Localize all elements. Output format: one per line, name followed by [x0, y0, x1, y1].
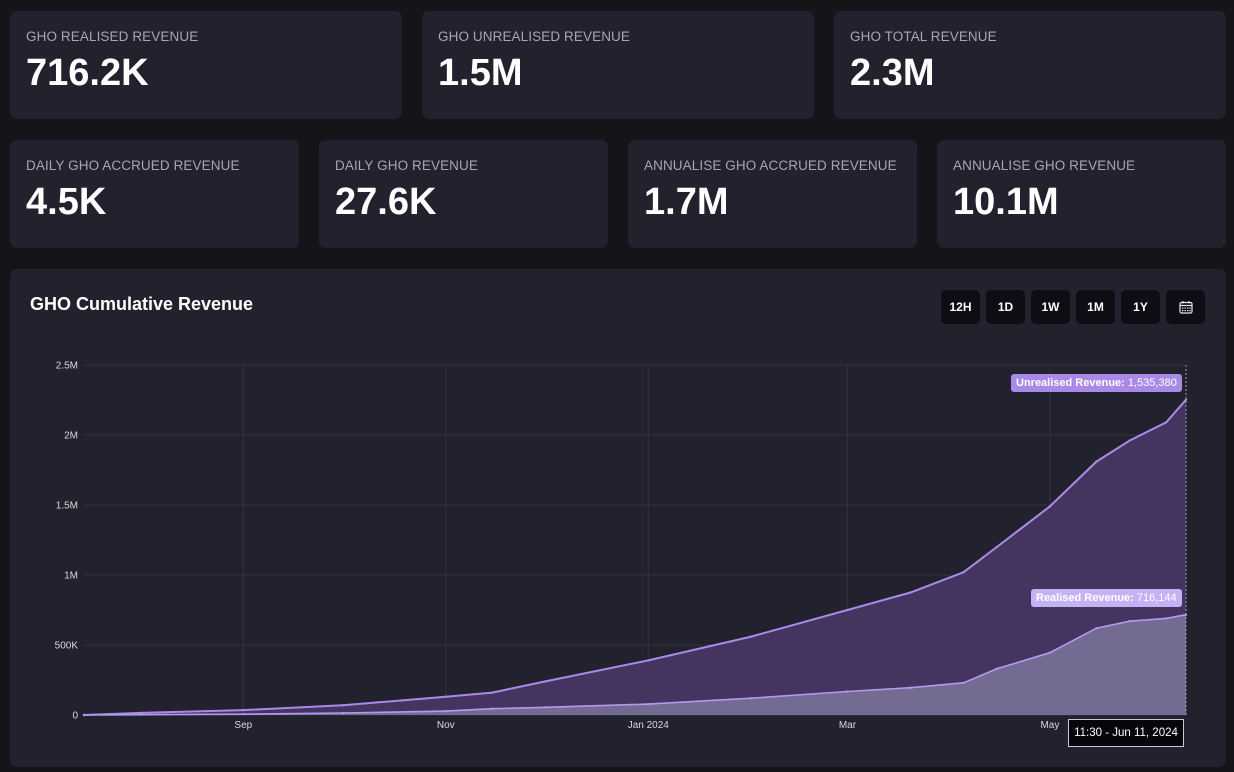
realised-point [82, 713, 86, 717]
unrealised-revenue-line [83, 399, 1187, 716]
stat-value: 10.1M [953, 181, 1059, 223]
range-button-1d[interactable]: 1D [986, 290, 1025, 324]
stat-label: ANNUALISE GHO REVENUE [953, 158, 1136, 173]
unrealised-point [909, 591, 912, 594]
realised-point [491, 707, 494, 710]
stat-label: DAILY GHO ACCRUED REVENUE [26, 158, 240, 173]
stat-card-annualise-revenue: ANNUALISE GHO REVENUE 10.1M [937, 140, 1226, 248]
tooltip-label: Unrealised Revenue: [1016, 376, 1125, 389]
unrealised-point [1048, 505, 1052, 508]
range-button-1m[interactable]: 1M [1076, 290, 1115, 324]
x-tick-label: May [1040, 720, 1059, 731]
x-tick-label: Sep [234, 720, 252, 731]
unrealised-point [544, 680, 547, 683]
stat-value: 1.5M [438, 52, 523, 94]
realised-point [1128, 620, 1131, 623]
y-axis: 0 500K 1M 1.5M 2M 2.5M [55, 361, 79, 722]
x-tick-label: Nov [437, 720, 455, 731]
calendar-icon [1178, 301, 1193, 314]
realised-revenue-line [83, 613, 1187, 716]
unrealised-point [139, 711, 142, 715]
unrealised-revenue-tooltip: Unrealised Revenue: 1,535,380 [1011, 373, 1182, 392]
range-button-1w[interactable]: 1W [1031, 290, 1070, 324]
stat-card-realised-revenue: GHO REALISED REVENUE 716.2K [10, 11, 402, 119]
x-axis: Sep Nov Jan 2024 Mar May [234, 720, 1059, 731]
stat-label: GHO TOTAL REVENUE [850, 29, 997, 44]
x-tick-label: Jan 2024 [628, 720, 670, 731]
realised-point [544, 706, 547, 709]
unrealised-point [444, 695, 448, 698]
realised-point [444, 709, 448, 713]
unrealised-point [1164, 421, 1168, 424]
stat-value: 1.7M [644, 181, 729, 223]
stat-label: GHO REALISED REVENUE [26, 29, 199, 44]
unrealised-point [491, 691, 494, 694]
realised-point [909, 686, 912, 689]
stat-card-daily-revenue: DAILY GHO REVENUE 27.6K [319, 140, 608, 248]
unrealised-point [242, 708, 245, 712]
stat-card-daily-accrued-revenue: DAILY GHO ACCRUED REVENUE 4.5K [10, 140, 299, 248]
realised-revenue-tooltip: Realised Revenue: 716,144 [1031, 588, 1182, 607]
time-range-selector: 12H 1D 1W 1M 1Y [941, 290, 1205, 324]
y-tick-label: 2.5M [56, 361, 78, 372]
unrealised-revenue-area [84, 399, 1186, 715]
realised-point [749, 697, 753, 700]
stat-label: GHO UNREALISED REVENUE [438, 29, 630, 44]
stat-card-total-revenue: GHO TOTAL REVENUE 2.3M [834, 11, 1226, 119]
stat-label: DAILY GHO REVENUE [335, 158, 478, 173]
y-tick-label: 1M [64, 571, 78, 582]
chart-areas [82, 398, 1188, 717]
tooltip-value: 716,144 [1136, 591, 1177, 604]
y-tick-label: 1.5M [56, 501, 78, 512]
realised-point [139, 713, 142, 716]
stat-value: 4.5K [26, 181, 107, 223]
realised-point [995, 667, 999, 670]
stat-label: ANNUALISE GHO ACCRUED REVENUE [644, 158, 897, 173]
unrealised-point [1128, 439, 1131, 442]
y-tick-label: 500K [55, 641, 79, 652]
stat-value: 27.6K [335, 181, 437, 223]
stat-value: 716.2K [26, 52, 149, 94]
realised-point [647, 702, 650, 706]
realised-point [1095, 627, 1098, 630]
realised-point [1048, 651, 1052, 654]
unrealised-point [647, 659, 650, 662]
tooltip-label: Realised Revenue: [1036, 591, 1134, 604]
realised-revenue-area [84, 614, 1186, 715]
y-tick-label: 2M [64, 431, 78, 442]
y-tick-label: 0 [72, 711, 78, 722]
unrealised-point [1184, 398, 1188, 401]
range-button-12h[interactable]: 12H [941, 290, 980, 324]
stat-card-unrealised-revenue: GHO UNREALISED REVENUE 1.5M [422, 11, 814, 119]
time-tooltip: 11:30 - Jun 11, 2024 [1068, 719, 1184, 747]
unrealised-point [341, 704, 345, 707]
unrealised-point [846, 608, 849, 612]
range-button-1y[interactable]: 1Y [1121, 290, 1160, 324]
unrealised-point [1095, 460, 1098, 463]
tooltip-value: 1,535,380 [1127, 376, 1177, 389]
calendar-button[interactable] [1166, 290, 1205, 324]
realised-point [341, 711, 345, 715]
x-tick-label: Mar [839, 720, 857, 731]
panel-title: GHO Cumulative Revenue [30, 294, 254, 314]
stat-card-annualise-accrued-revenue: ANNUALISE GHO ACCRUED REVENUE 1.7M [628, 140, 917, 248]
realised-point [962, 681, 965, 684]
stat-value: 2.3M [850, 52, 935, 94]
unrealised-point [962, 571, 965, 574]
realised-point [1164, 617, 1168, 620]
unrealised-point [995, 545, 999, 549]
unrealised-point [749, 635, 753, 638]
realised-point [846, 690, 849, 693]
realised-point [242, 712, 245, 716]
